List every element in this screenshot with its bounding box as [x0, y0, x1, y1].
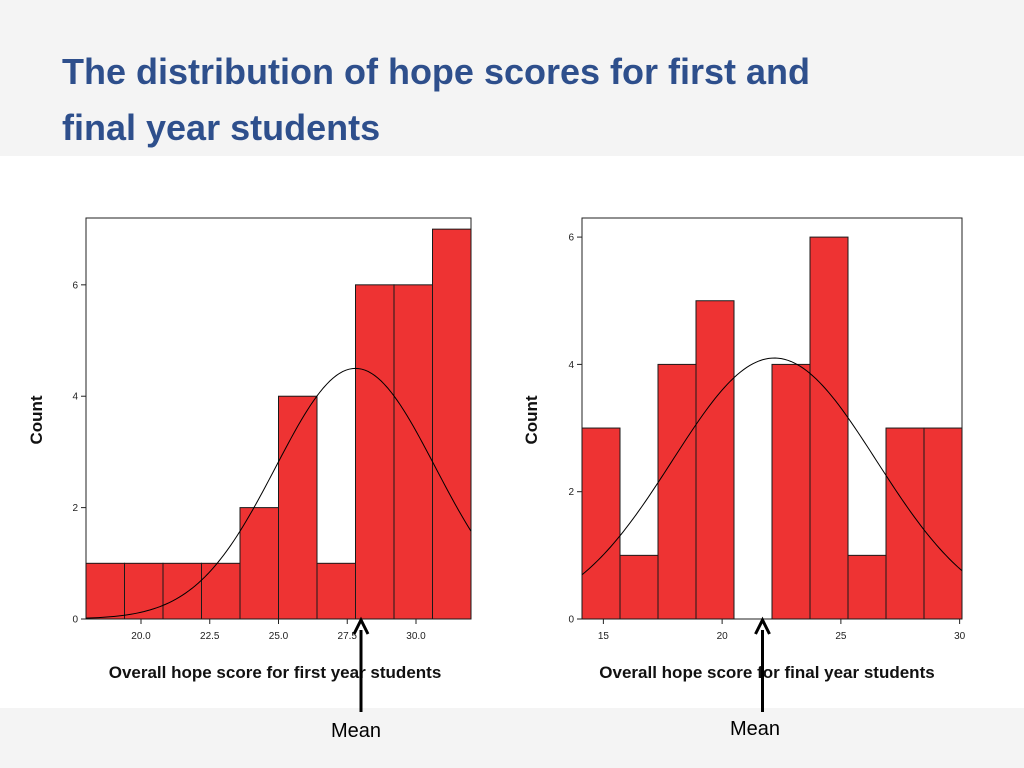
- mean-label-first-year: Mean: [331, 720, 382, 742]
- histogram-bar: [432, 228, 472, 620]
- histogram-bar: [809, 236, 849, 620]
- slide-title: The distribution of hope scores for firs…: [62, 44, 942, 156]
- slide-title-line-2: final year students: [62, 107, 381, 148]
- histogram-bar: [278, 395, 318, 620]
- histogram-bar: [847, 554, 887, 620]
- histogram-bar: [695, 300, 735, 620]
- y-tick-label: 2: [72, 503, 78, 514]
- normal-curve: [85, 367, 472, 619]
- histogram-bar: [581, 427, 621, 620]
- histogram-final-year: 0 2 4 6 15 20 25 30 Overall hope score for final…: [522, 217, 966, 712]
- y-axis-title: Count: [27, 395, 46, 444]
- x-axis-title: Overall hope score for first year studen…: [109, 663, 442, 682]
- y-tick-label: 6: [568, 233, 574, 244]
- histogram-bar: [239, 507, 279, 620]
- x-tick-label: 15: [598, 631, 610, 642]
- x-tick-label: 30.0: [406, 631, 426, 642]
- histogram-bar: [393, 284, 433, 620]
- y-tick-label: 2: [568, 487, 574, 498]
- x-tick-label: 22.5: [200, 631, 220, 642]
- y-tick-label: 0: [72, 615, 78, 626]
- normal-curve: [581, 357, 963, 576]
- x-tick-label: 20.0: [131, 631, 151, 642]
- histogram-bar: [771, 363, 811, 620]
- x-tick-label: 27.5: [338, 631, 358, 642]
- mean-arrow-head: [754, 616, 771, 635]
- slide-title-line-1: The distribution of hope scores for firs…: [62, 51, 811, 92]
- x-tick-label: 30: [954, 631, 966, 642]
- y-tick-label: 4: [72, 392, 78, 403]
- histogram-bar: [355, 284, 395, 620]
- histogram-first-year: 0 2 4 6 20.0 22.5 25.0 27.5 30.0 Overall hope sco…: [27, 217, 472, 712]
- x-tick-label: 20: [717, 631, 729, 642]
- histogram-bar: [201, 562, 241, 620]
- mean-label-final-year: Mean: [730, 718, 781, 740]
- x-axis-title: Overall hope score for final year studen…: [599, 663, 934, 682]
- x-tick-label: 25: [835, 631, 847, 642]
- y-axis-title: Count: [522, 395, 541, 444]
- histogram-bar: [619, 554, 659, 620]
- histogram-bar: [657, 363, 697, 620]
- y-tick-label: 6: [72, 280, 78, 291]
- x-tick-label: 25.0: [269, 631, 289, 642]
- histogram-bar: [885, 427, 925, 620]
- histogram-bar: [162, 562, 202, 620]
- histogram-bar: [124, 562, 164, 620]
- y-tick-label: 0: [568, 615, 574, 626]
- histogram-bar: [85, 562, 125, 620]
- histogram-bar: [316, 562, 356, 620]
- mean-arrow-head: [352, 616, 370, 635]
- y-tick-label: 4: [568, 360, 574, 371]
- histogram-bar: [923, 427, 963, 620]
